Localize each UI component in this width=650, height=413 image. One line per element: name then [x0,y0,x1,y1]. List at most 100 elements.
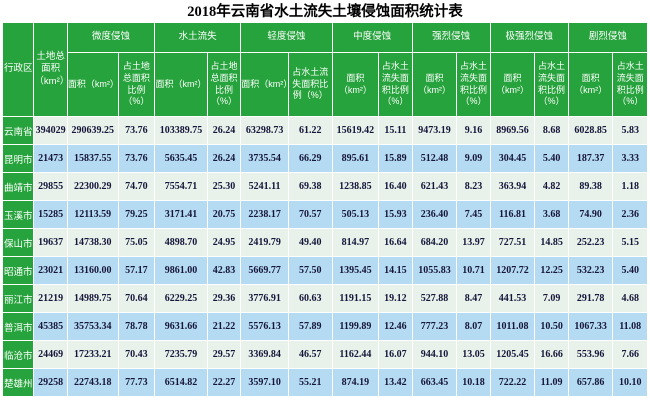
value-cell: 5635.45 [155,145,207,172]
value-cell: 7554.71 [155,173,207,200]
col-header-area: 面积（km²） [490,53,535,116]
value-cell: 4.68 [613,285,647,312]
col-header-ratio: 占水土流失面积比例（%） [535,53,568,116]
value-cell: 14.85 [535,229,568,256]
value-cell: 74.70 [118,173,155,200]
table-body: 云南省 394029 290639.25 73.76 103389.75 26.24 632… [3,117,647,396]
erosion-statistics-table: 行政区 土地总面积（km²） 微度侵蚀 水土流失 轻度侵蚀 中度侵蚀 强烈侵蚀 … [2,22,648,397]
value-cell: 11.08 [613,313,647,340]
value-cell: 75.05 [118,229,155,256]
value-cell: 12113.59 [67,201,118,228]
col-header-region: 行政区 [3,23,34,116]
value-cell: 304.45 [490,145,535,172]
value-cell: 21.22 [207,313,241,340]
value-cell: 13.05 [457,341,490,368]
value-cell: 57.50 [288,257,332,284]
value-cell: 15.93 [379,201,412,228]
value-cell: 1011.08 [490,313,535,340]
value-cell: 16.66 [535,341,568,368]
value-cell: 3.68 [535,201,568,228]
value-cell: 290639.25 [67,117,118,144]
value-cell: 5.40 [535,145,568,172]
col-header-ratio: 占水土流失面积比例（%） [613,53,647,116]
value-cell: 29.36 [207,285,241,312]
region-cell: 保山市 [3,229,34,256]
value-cell: 3735.54 [241,145,288,172]
region-cell: 昭通市 [3,257,34,284]
value-cell: 26.24 [207,145,241,172]
value-cell: 61.22 [288,117,332,144]
value-cell: 60.63 [288,285,332,312]
value-cell: 10.18 [457,369,490,396]
value-cell: 895.61 [332,145,379,172]
value-cell: 1207.72 [490,257,535,284]
col-header-area: 面积（km²） [412,53,457,116]
value-cell: 1191.15 [332,285,379,312]
col-header-ratio: 占土地总面积比例（%） [118,53,155,116]
col-group-light-erosion: 轻度侵蚀 [241,23,332,52]
value-cell: 70.64 [118,285,155,312]
value-cell: 684.20 [412,229,457,256]
value-cell: 74.90 [568,201,613,228]
value-cell: 73.76 [118,145,155,172]
value-cell: 11.09 [535,369,568,396]
value-cell: 441.53 [490,285,535,312]
value-cell: 1205.45 [490,341,535,368]
value-cell: 29258 [34,369,67,396]
value-cell: 57.89 [288,313,332,340]
value-cell: 5.83 [613,117,647,144]
value-cell: 8.68 [535,117,568,144]
value-cell: 722.22 [490,369,535,396]
region-cell: 曲靖市 [3,173,34,200]
value-cell: 12.25 [535,257,568,284]
value-cell: 1199.89 [332,313,379,340]
value-cell: 1067.33 [568,313,613,340]
value-cell: 874.19 [332,369,379,396]
value-cell: 363.94 [490,173,535,200]
value-cell: 5.40 [613,257,647,284]
value-cell: 621.43 [412,173,457,200]
value-cell: 1395.45 [332,257,379,284]
value-cell: 3369.84 [241,341,288,368]
value-cell: 505.13 [332,201,379,228]
value-cell: 13.97 [457,229,490,256]
value-cell: 10.50 [535,313,568,340]
value-cell: 727.51 [490,229,535,256]
value-cell: 512.48 [412,145,457,172]
value-cell: 15.11 [379,117,412,144]
value-cell: 814.97 [332,229,379,256]
value-cell: 3171.41 [155,201,207,228]
value-cell: 1238.85 [332,173,379,200]
value-cell: 15837.55 [67,145,118,172]
value-cell: 15.89 [379,145,412,172]
table-row: 曲靖市 29855 22300.29 74.70 7554.71 25.30 5241.11… [3,173,647,200]
col-header-area: 面积（km²） [241,53,288,116]
region-cell: 玉溪市 [3,201,34,228]
value-cell: 24469 [34,341,67,368]
value-cell: 4898.70 [155,229,207,256]
table-row: 楚雄州 29258 22743.18 77.73 6514.82 22.27 3597.10… [3,369,647,396]
value-cell: 21219 [34,285,67,312]
table-row: 玉溪市 15285 12113.59 79.25 3171.41 20.75 2238.17… [3,201,647,228]
value-cell: 2419.79 [241,229,288,256]
value-cell: 527.88 [412,285,457,312]
value-cell: 26.24 [207,117,241,144]
col-header-total-area: 土地总面积（km²） [34,23,67,116]
value-cell: 3776.91 [241,285,288,312]
value-cell: 63298.73 [241,117,288,144]
region-cell: 云南省 [3,117,34,144]
page-title: 2018年云南省水土流失土壤侵蚀面积统计表 [187,4,463,20]
value-cell: 29855 [34,173,67,200]
value-cell: 16.64 [379,229,412,256]
col-header-area: 面积（km²） [568,53,613,116]
value-cell: 187.37 [568,145,613,172]
value-cell: 6028.85 [568,117,613,144]
value-cell: 9631.66 [155,313,207,340]
value-cell: 236.40 [412,201,457,228]
value-cell: 6229.25 [155,285,207,312]
value-cell: 7235.79 [155,341,207,368]
value-cell: 5669.77 [241,257,288,284]
value-cell: 7.66 [613,341,647,368]
value-cell: 13.42 [379,369,412,396]
value-cell: 70.43 [118,341,155,368]
